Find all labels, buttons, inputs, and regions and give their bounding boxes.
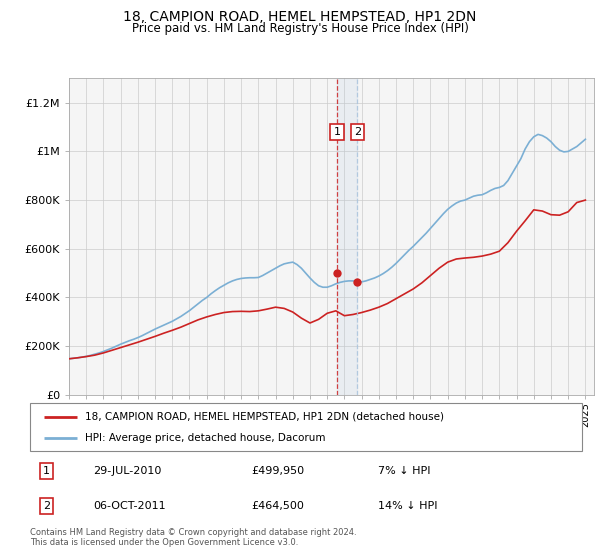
Text: 7% ↓ HPI: 7% ↓ HPI <box>378 466 430 476</box>
Text: 1: 1 <box>43 466 50 476</box>
Text: £464,500: £464,500 <box>251 501 304 511</box>
Text: 18, CAMPION ROAD, HEMEL HEMPSTEAD, HP1 2DN (detached house): 18, CAMPION ROAD, HEMEL HEMPSTEAD, HP1 2… <box>85 412 444 422</box>
Text: 2: 2 <box>354 127 361 137</box>
Text: 18, CAMPION ROAD, HEMEL HEMPSTEAD, HP1 2DN: 18, CAMPION ROAD, HEMEL HEMPSTEAD, HP1 2… <box>124 10 476 24</box>
Text: 14% ↓ HPI: 14% ↓ HPI <box>378 501 437 511</box>
Text: Contains HM Land Registry data © Crown copyright and database right 2024.
This d: Contains HM Land Registry data © Crown c… <box>30 528 356 547</box>
Bar <box>337 78 358 395</box>
Text: 29-JUL-2010: 29-JUL-2010 <box>94 466 162 476</box>
Text: 06-OCT-2011: 06-OCT-2011 <box>94 501 166 511</box>
Text: 1: 1 <box>334 127 341 137</box>
Text: 2: 2 <box>43 501 50 511</box>
Text: £499,950: £499,950 <box>251 466 304 476</box>
Text: Price paid vs. HM Land Registry's House Price Index (HPI): Price paid vs. HM Land Registry's House … <box>131 22 469 35</box>
Text: HPI: Average price, detached house, Dacorum: HPI: Average price, detached house, Daco… <box>85 433 326 444</box>
